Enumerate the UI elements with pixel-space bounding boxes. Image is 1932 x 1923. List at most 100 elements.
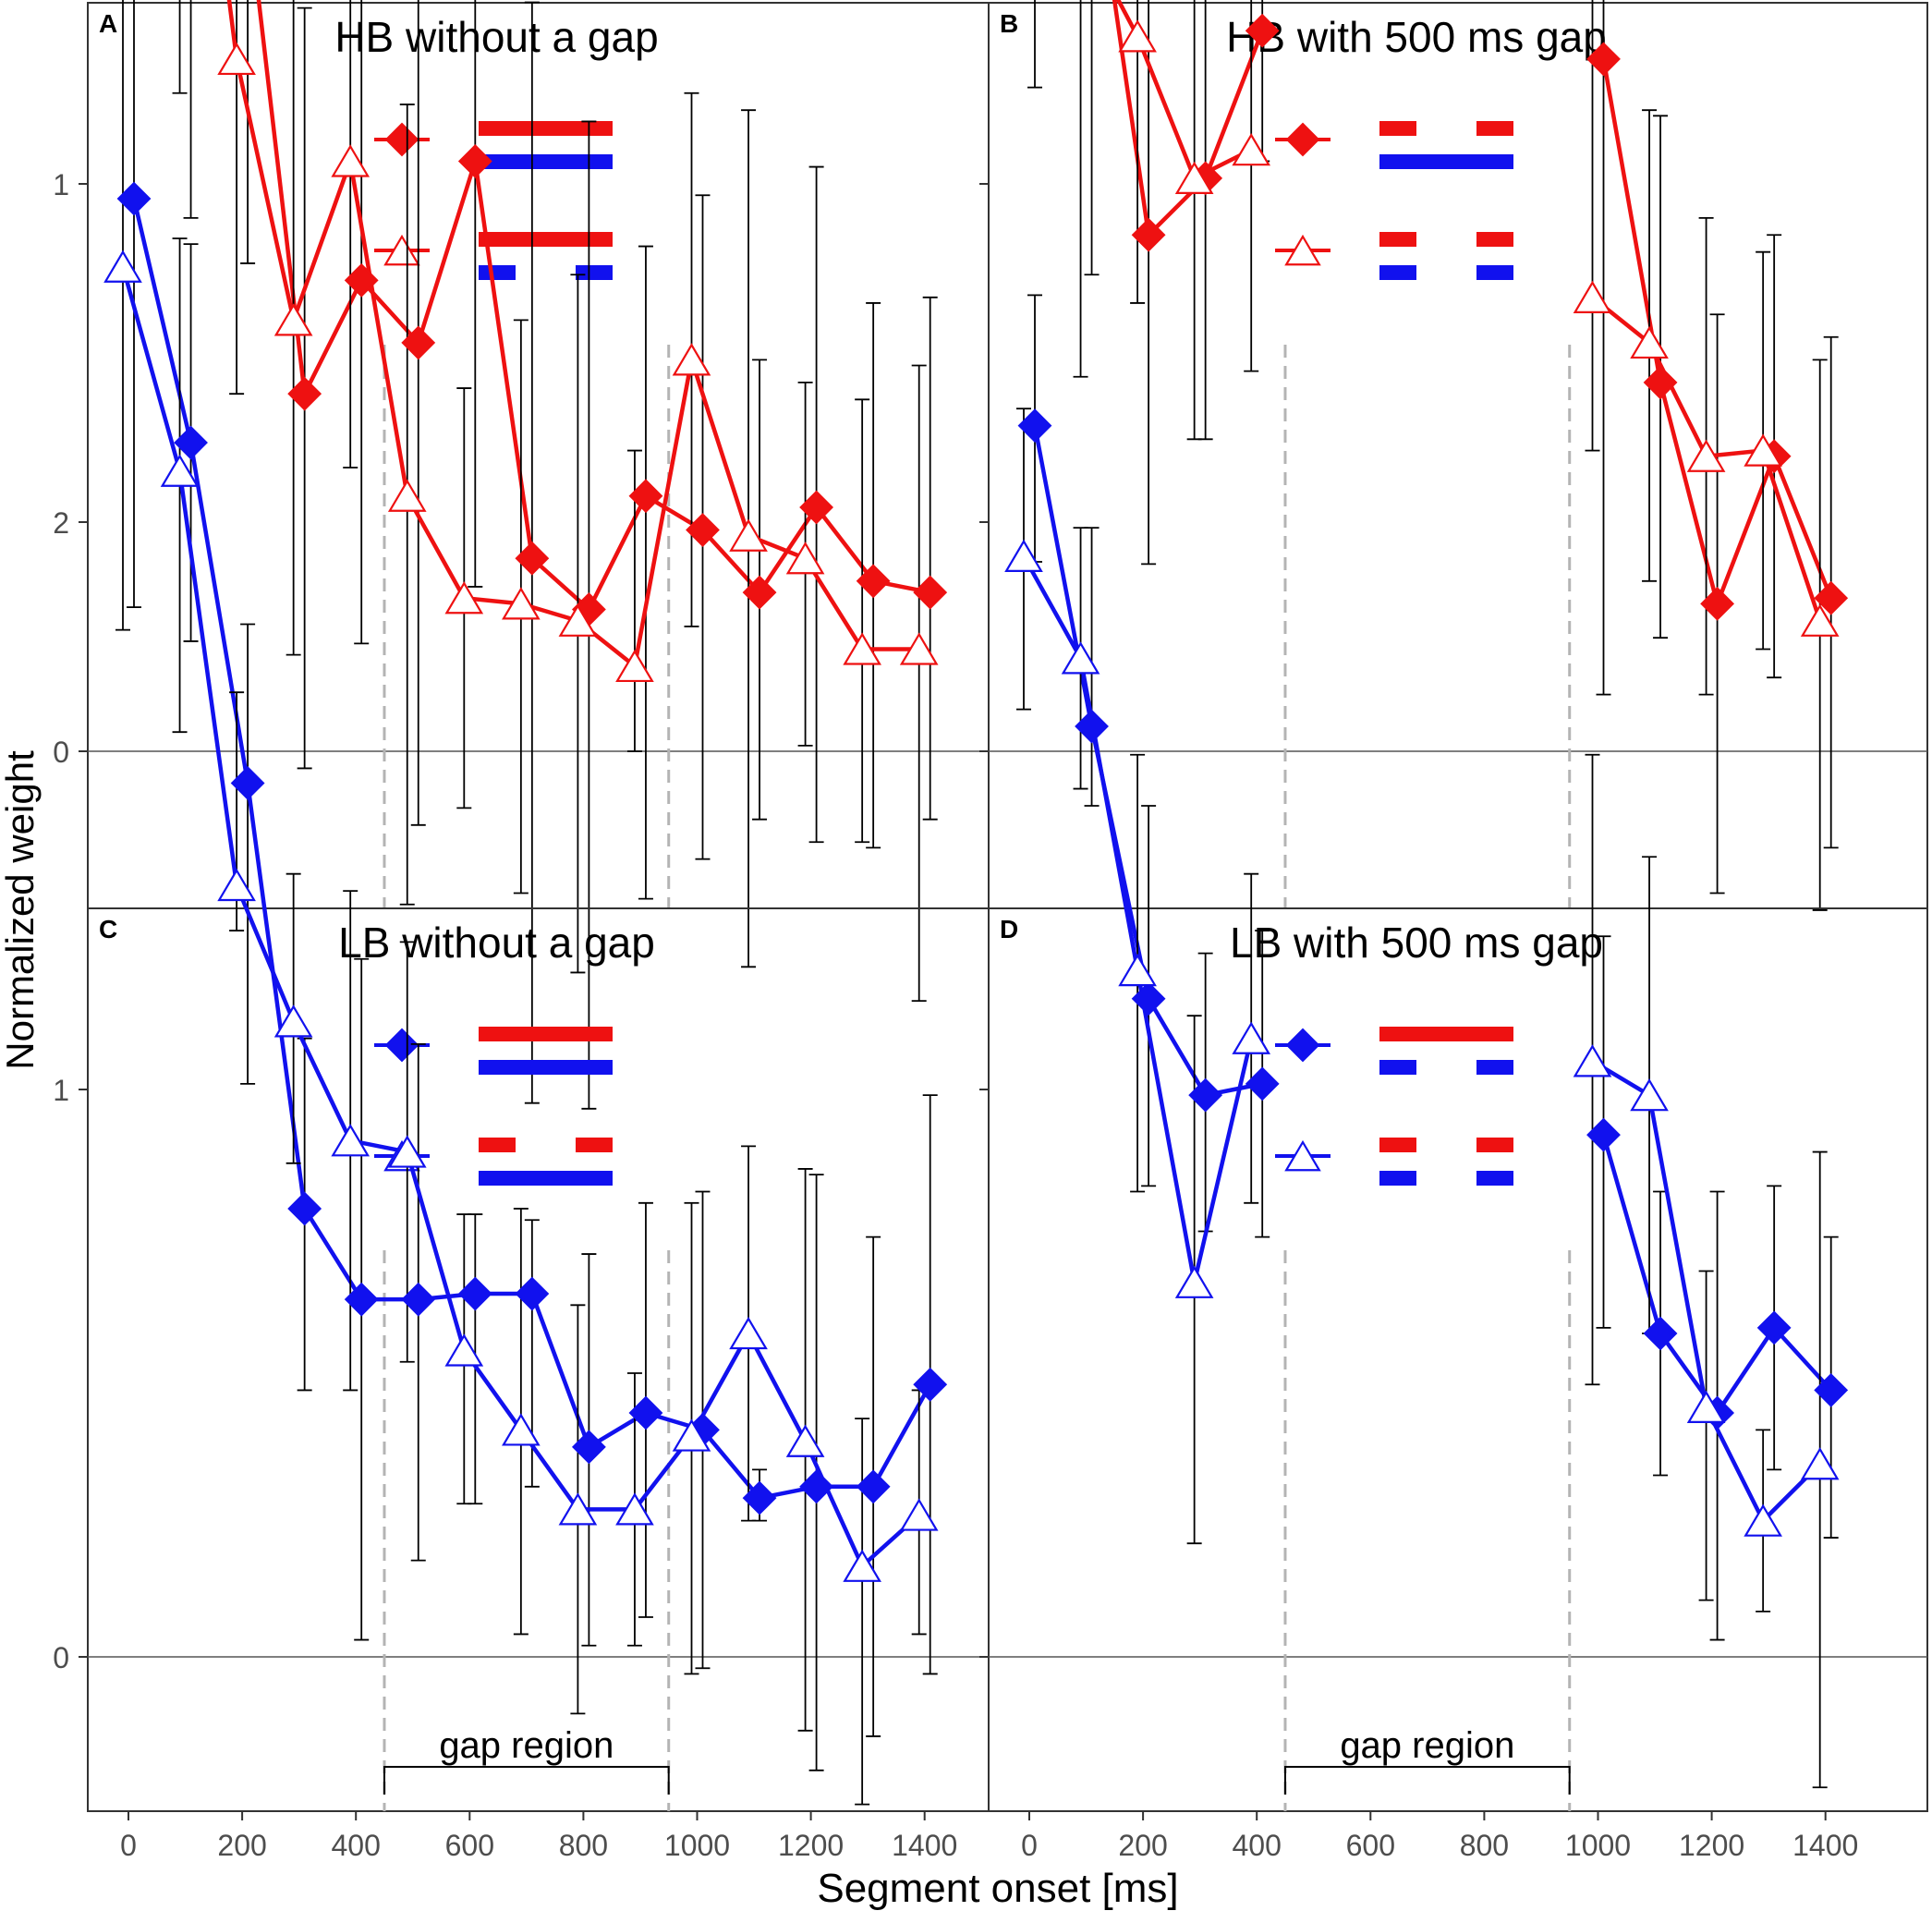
data-point-diamond bbox=[1643, 365, 1678, 400]
legend-triangle-marker bbox=[1284, 1139, 1321, 1172]
data-point-triangle bbox=[1232, 132, 1271, 166]
panel-d: 0 200 400 600 800 1000 1200 1400 gap region D LB w… bbox=[979, 294, 1928, 1862]
x-tick-label: 1000 bbox=[664, 1829, 730, 1862]
data-point-diamond bbox=[571, 1430, 606, 1465]
gap-region-label: gap region bbox=[439, 1725, 614, 1766]
data-point-triangle bbox=[558, 603, 598, 637]
data-point-diamond bbox=[1017, 408, 1052, 444]
data-point-triangle bbox=[1573, 1044, 1612, 1077]
data-point-diamond bbox=[913, 1367, 948, 1402]
data-point-diamond bbox=[287, 376, 322, 411]
data-point-diamond bbox=[174, 425, 208, 460]
data-point-triangle bbox=[273, 1004, 313, 1038]
gap-region-label: gap region bbox=[1340, 1725, 1514, 1766]
legend-bar-blue bbox=[1476, 1060, 1513, 1075]
series-diamond bbox=[1027, 0, 1839, 895]
legend-bar-blue bbox=[479, 1060, 613, 1075]
data-point-triangle bbox=[899, 1498, 939, 1531]
legend-bar-blue bbox=[1379, 154, 1513, 169]
data-point-diamond bbox=[628, 479, 663, 514]
x-tick-label: 0 bbox=[120, 1829, 137, 1862]
gap-region-bracket bbox=[1283, 1766, 1571, 1795]
x-tick-label: 400 bbox=[1233, 1829, 1282, 1862]
legend-bar-red bbox=[1379, 1138, 1416, 1152]
y-tick-label: 0 bbox=[53, 736, 69, 769]
data-point-diamond bbox=[457, 1276, 492, 1311]
data-point-triangle bbox=[1232, 1021, 1271, 1054]
data-point-triangle bbox=[558, 1492, 598, 1526]
panel-letter: A bbox=[99, 9, 117, 38]
panel-c: 01230200400600800100012001400gap regionC… bbox=[53, 0, 990, 1862]
data-point-diamond bbox=[116, 181, 152, 216]
y-tick-label: 0 bbox=[53, 1641, 69, 1674]
legend-bar-blue bbox=[1476, 1171, 1513, 1186]
data-point-triangle bbox=[1004, 539, 1043, 572]
data-point-triangle bbox=[217, 868, 256, 902]
data-point-diamond bbox=[401, 1282, 436, 1317]
data-point-diamond bbox=[344, 1282, 379, 1317]
x-tick-label: 200 bbox=[1118, 1829, 1167, 1862]
y-tick-label: 2 bbox=[53, 506, 69, 540]
panel-title: LB without a gap bbox=[338, 919, 655, 967]
legend-triangle-marker bbox=[383, 234, 420, 266]
x-tick-label: 1400 bbox=[892, 1829, 957, 1862]
legend-bar-red bbox=[1379, 1027, 1513, 1041]
x-tick-label: 600 bbox=[445, 1829, 494, 1862]
legend bbox=[1275, 121, 1513, 280]
data-point-triangle bbox=[1800, 603, 1840, 637]
data-point-diamond bbox=[230, 766, 265, 800]
legend-bar-red bbox=[1379, 121, 1416, 136]
legend-bar-red bbox=[1476, 232, 1513, 247]
x-tick-label: 1000 bbox=[1565, 1829, 1631, 1862]
data-point-triangle bbox=[1800, 1447, 1840, 1480]
data-point-triangle bbox=[1686, 439, 1726, 472]
data-point-triangle bbox=[1573, 280, 1612, 313]
legend-triangle-marker bbox=[1284, 234, 1321, 266]
markers-diamond bbox=[116, 181, 948, 1515]
data-point-diamond bbox=[1245, 1066, 1280, 1101]
data-point-diamond bbox=[1756, 1310, 1792, 1345]
data-point-triangle bbox=[1118, 19, 1157, 53]
legend-bar-red bbox=[479, 121, 613, 136]
data-point-diamond bbox=[1586, 1117, 1621, 1152]
data-point-triangle bbox=[273, 303, 313, 336]
legend-diamond-marker bbox=[1285, 122, 1320, 157]
data-point-diamond bbox=[742, 1480, 777, 1515]
data-point-diamond bbox=[799, 490, 834, 525]
data-point-triangle bbox=[160, 454, 200, 487]
data-point-triangle bbox=[502, 587, 541, 620]
markers-triangle bbox=[217, 42, 939, 683]
data-point-diamond bbox=[856, 564, 891, 599]
data-point-diamond bbox=[628, 1395, 663, 1430]
data-point-triangle bbox=[1174, 161, 1214, 194]
y-tick-label: 1 bbox=[53, 1074, 69, 1107]
data-point-triangle bbox=[785, 1424, 825, 1457]
legend-bar-blue bbox=[1379, 265, 1416, 280]
data-point-diamond bbox=[1586, 42, 1621, 77]
legend-bar-blue bbox=[1379, 1171, 1416, 1186]
data-point-diamond bbox=[1814, 1373, 1849, 1407]
legend-diamond-marker bbox=[1285, 1028, 1320, 1063]
x-tick-label: 200 bbox=[217, 1829, 266, 1862]
data-point-triangle bbox=[1630, 1077, 1669, 1112]
legend-bar-blue bbox=[1476, 265, 1513, 280]
x-tick-label: 800 bbox=[1460, 1829, 1509, 1862]
data-point-diamond bbox=[401, 325, 436, 360]
x-tick-label: 1200 bbox=[778, 1829, 844, 1862]
legend-bar-blue bbox=[576, 265, 613, 280]
data-point-diamond bbox=[1700, 586, 1735, 621]
x-tick-label: 600 bbox=[1346, 1829, 1395, 1862]
panel-title: HB without a gap bbox=[334, 13, 658, 61]
data-point-diamond bbox=[1075, 709, 1109, 744]
legend bbox=[1275, 1027, 1513, 1186]
panel-letter: C bbox=[99, 915, 117, 943]
data-point-triangle bbox=[1630, 325, 1669, 359]
data-point-diamond bbox=[686, 513, 720, 547]
data-point-triangle bbox=[217, 42, 256, 76]
data-point-triangle bbox=[444, 1333, 484, 1367]
data-point-diamond bbox=[1131, 217, 1166, 252]
data-point-triangle bbox=[1174, 1265, 1214, 1298]
x-tick-label: 0 bbox=[1021, 1829, 1038, 1862]
panel-letter: B bbox=[1000, 9, 1018, 38]
